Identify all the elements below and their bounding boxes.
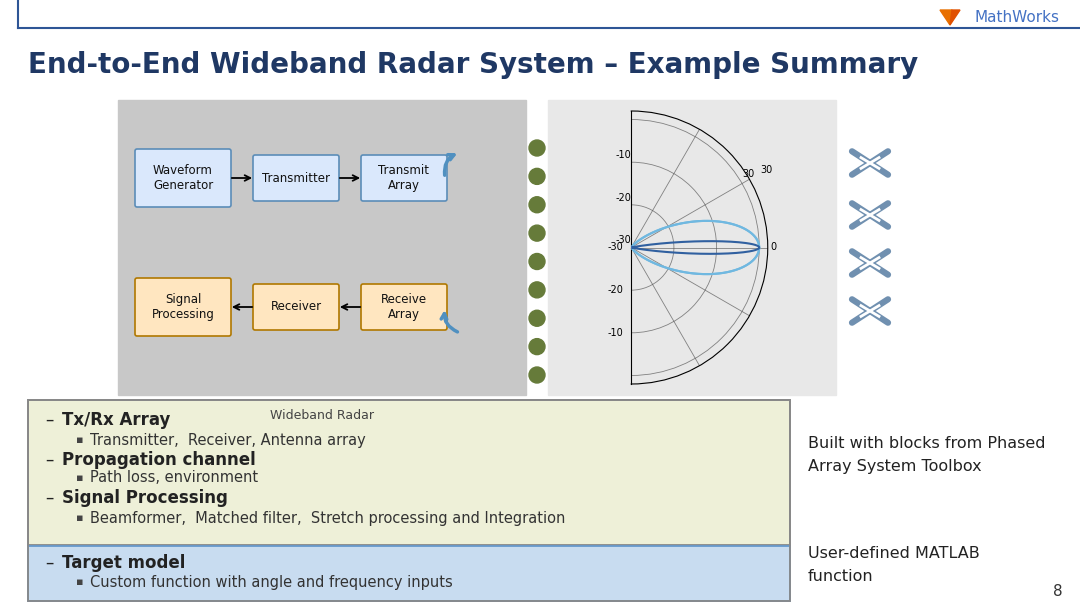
Text: ▪: ▪ [76,435,83,445]
Text: Transmit
Array: Transmit Array [378,164,430,192]
Text: Receive
Array: Receive Array [381,293,427,321]
Text: -10: -10 [616,150,631,160]
Text: Wideband Radar: Wideband Radar [270,409,374,422]
Text: ▪: ▪ [76,513,83,523]
FancyBboxPatch shape [28,546,789,601]
Text: Transmitter,  Receiver, Antenna array: Transmitter, Receiver, Antenna array [90,433,366,447]
Text: Signal
Processing: Signal Processing [151,293,215,321]
Circle shape [529,197,545,212]
FancyBboxPatch shape [135,278,231,336]
Circle shape [529,282,545,298]
Text: User-defined MATLAB
function: User-defined MATLAB function [808,546,980,583]
Text: –: – [45,489,53,507]
Text: Target model: Target model [62,554,186,572]
FancyBboxPatch shape [361,284,447,330]
Text: 0: 0 [770,243,777,253]
Text: –: – [45,411,53,429]
Text: Waveform
Generator: Waveform Generator [153,164,213,192]
Text: –: – [45,451,53,469]
Bar [28,400,789,601]
Bar [548,100,836,395]
Circle shape [529,254,545,270]
Text: Tx/Rx Array: Tx/Rx Array [62,411,171,429]
Polygon shape [950,10,960,25]
Polygon shape [940,10,951,25]
FancyBboxPatch shape [28,400,789,545]
FancyBboxPatch shape [135,149,231,207]
Text: Custom function with angle and frequency inputs: Custom function with angle and frequency… [90,574,453,589]
Text: ▪: ▪ [76,577,83,587]
Text: End-to-End Wideband Radar System – Example Summary: End-to-End Wideband Radar System – Examp… [28,51,918,79]
Text: Transmitter: Transmitter [262,172,330,185]
Circle shape [529,339,545,354]
Text: -20: -20 [616,192,631,203]
Circle shape [529,310,545,326]
Text: Beamformer,  Matched filter,  Stretch processing and Integration: Beamformer, Matched filter, Stretch proc… [90,510,565,526]
Circle shape [529,225,545,241]
Circle shape [529,367,545,383]
Text: Propagation channel: Propagation channel [62,451,256,469]
FancyBboxPatch shape [253,284,339,330]
Text: 30: 30 [743,169,755,179]
Text: Signal Processing: Signal Processing [62,489,228,507]
Text: ▪: ▪ [76,473,83,483]
Text: Receiver: Receiver [270,300,322,313]
FancyBboxPatch shape [361,155,447,201]
Text: Built with blocks from Phased
Array System Toolbox: Built with blocks from Phased Array Syst… [808,436,1045,473]
Text: –: – [45,554,53,572]
Text: -30: -30 [616,236,631,245]
FancyBboxPatch shape [253,155,339,201]
Text: Path loss, environment: Path loss, environment [90,470,258,486]
Circle shape [529,140,545,156]
Bar [118,100,526,395]
Circle shape [529,168,545,185]
Text: MathWorks: MathWorks [975,10,1059,25]
Text: 8: 8 [1053,585,1063,600]
